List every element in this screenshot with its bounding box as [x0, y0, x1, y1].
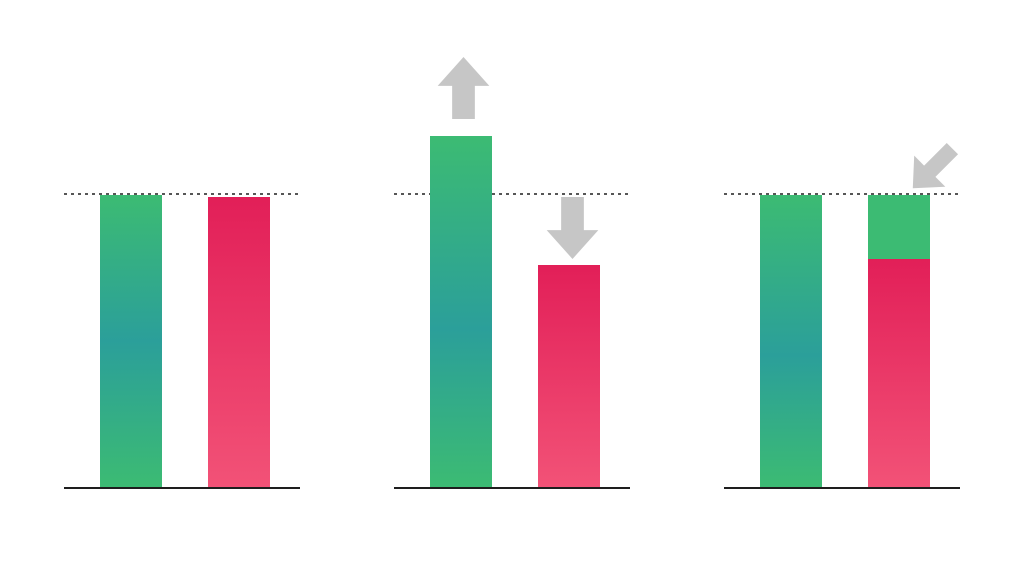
- arrow-down-icon: [546, 197, 599, 259]
- bar-stacked: [868, 195, 930, 487]
- baseline: [394, 487, 630, 489]
- bar-green: [430, 136, 492, 487]
- bar-segment: [868, 259, 930, 487]
- baseline: [724, 487, 960, 489]
- panel-equal: [64, 0, 300, 587]
- arrow-up-icon: [437, 57, 490, 119]
- arrow-down-left-icon: [904, 137, 964, 197]
- baseline: [64, 487, 300, 489]
- bar-green: [100, 195, 162, 487]
- bar-red: [208, 197, 270, 487]
- bar-segment: [868, 195, 930, 259]
- bar-red: [538, 265, 600, 487]
- panel-stacked: [724, 0, 960, 587]
- panel-diverge: [394, 0, 630, 587]
- bar-green: [760, 195, 822, 487]
